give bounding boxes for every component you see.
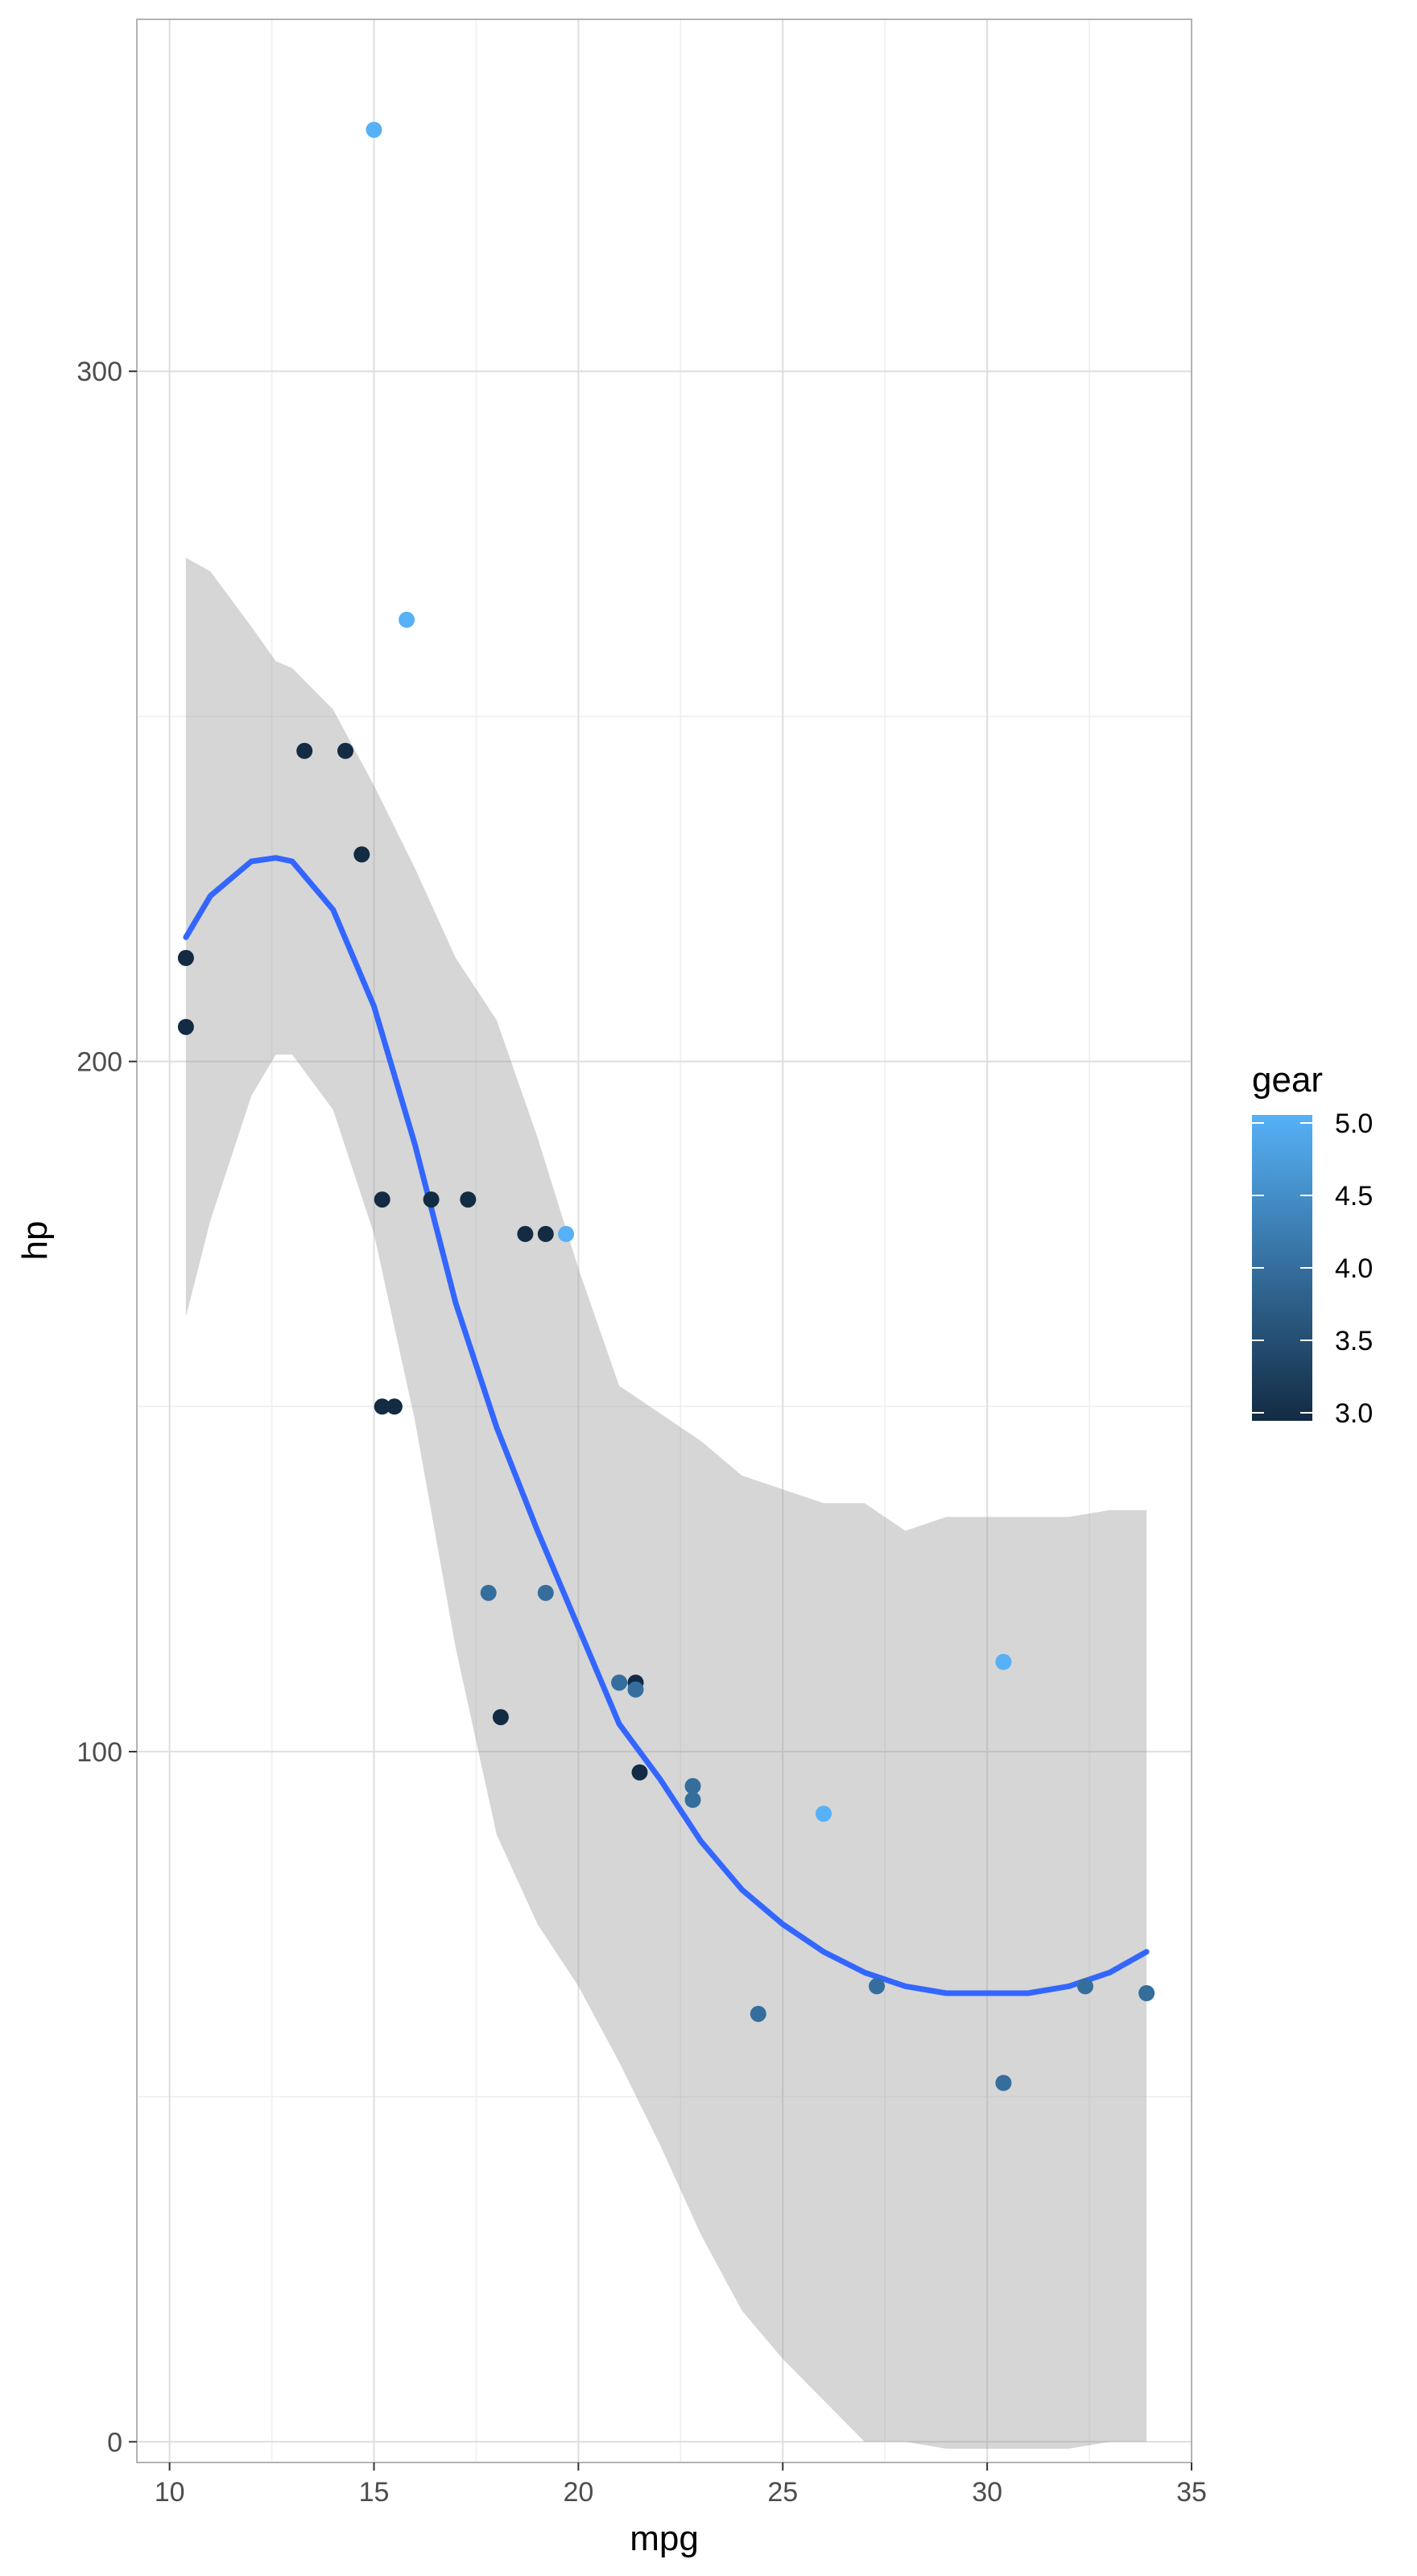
data-points xyxy=(177,122,1155,2091)
x-tick-label: 10 xyxy=(155,2477,185,2508)
legend-label: 3.5 xyxy=(1335,1326,1373,1356)
data-point xyxy=(537,1225,554,1242)
data-point xyxy=(353,846,370,863)
smooth-line xyxy=(183,855,1150,1996)
data-point xyxy=(460,1191,477,1208)
data-point xyxy=(399,611,415,628)
x-axis-title: mpg xyxy=(630,2519,699,2558)
legend-label: 4.5 xyxy=(1335,1181,1373,1212)
y-axis: 0 100 200 300 xyxy=(76,357,137,2458)
data-point xyxy=(177,1018,194,1035)
data-point xyxy=(296,742,313,759)
data-point xyxy=(750,2005,766,2022)
data-point xyxy=(869,1978,885,1995)
data-point xyxy=(816,1806,832,1823)
data-point xyxy=(684,1777,701,1794)
legend-title: gear xyxy=(1252,1060,1323,1100)
x-tick-label: 35 xyxy=(1176,2477,1207,2508)
data-point xyxy=(423,1191,440,1208)
y-tick-label: 0 xyxy=(107,2427,122,2458)
y-axis-title: hp xyxy=(15,1221,55,1261)
data-point xyxy=(337,742,353,759)
ribbon-area xyxy=(185,557,1147,2449)
data-point xyxy=(374,1191,390,1208)
data-point xyxy=(492,1709,509,1726)
data-point xyxy=(611,1674,628,1691)
data-point xyxy=(558,1225,575,1242)
data-point xyxy=(374,1398,390,1415)
legend-label: 5.0 xyxy=(1335,1108,1373,1139)
data-point xyxy=(1138,1985,1155,2001)
data-point xyxy=(995,1653,1012,1670)
data-point xyxy=(537,1584,554,1601)
data-point xyxy=(480,1584,497,1601)
smooth-line-path xyxy=(183,855,1150,1996)
x-tick-label: 25 xyxy=(767,2477,798,2508)
x-tick-label: 15 xyxy=(359,2477,390,2508)
y-tick-label: 100 xyxy=(76,1737,122,1768)
confidence-ribbon xyxy=(185,557,1147,2449)
data-point xyxy=(366,122,382,138)
legend: gear 5.0 4.5 4.0 3.5 3.0 xyxy=(1252,1060,1373,1429)
x-tick-label: 30 xyxy=(972,2477,1002,2508)
y-tick-label: 200 xyxy=(76,1047,122,1078)
panel-border xyxy=(136,19,1192,2463)
data-point xyxy=(627,1681,644,1698)
legend-ticks: 5.0 4.5 4.0 3.5 3.0 xyxy=(1252,1108,1373,1429)
data-point xyxy=(386,1398,403,1415)
data-point xyxy=(177,950,194,966)
grid-minor xyxy=(137,19,1192,2462)
legend-label: 4.0 xyxy=(1335,1253,1373,1284)
legend-label: 3.0 xyxy=(1335,1398,1373,1429)
data-point xyxy=(684,1791,701,1808)
data-point xyxy=(517,1225,534,1242)
x-axis: 10 15 20 25 30 35 xyxy=(155,2462,1207,2508)
x-tick-label: 20 xyxy=(563,2477,593,2508)
data-point xyxy=(995,2074,1012,2091)
y-tick-label: 300 xyxy=(76,357,122,387)
data-point xyxy=(1077,1978,1093,1995)
data-point xyxy=(631,1764,648,1781)
